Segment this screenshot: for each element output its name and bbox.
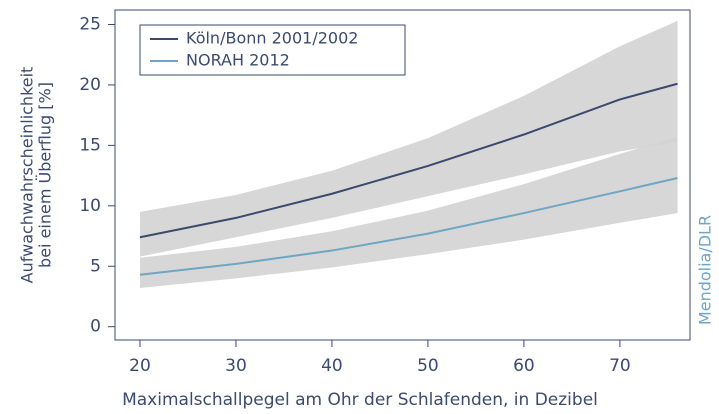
confidence-band xyxy=(139,20,678,257)
line xyxy=(139,177,678,276)
y-axis-label: Aufwachwahrscheinlichkeit xyxy=(18,67,37,284)
legend-box xyxy=(139,24,406,76)
line xyxy=(139,82,678,239)
y-axis-label: bei einem Überflug [%] xyxy=(36,82,55,268)
y-tick-label: 0 xyxy=(90,317,101,337)
x-tick-label: 70 xyxy=(609,356,631,376)
x-tick-label: 30 xyxy=(225,356,247,376)
y-tick-label: 5 xyxy=(90,256,101,276)
y-tick-label: 25 xyxy=(79,15,101,35)
x-tick-label: 40 xyxy=(321,356,343,376)
x-axis-label: Maximalschallpegel am Ohr der Schlafende… xyxy=(122,390,598,410)
confidence-band xyxy=(139,136,678,289)
x-tick-label: 20 xyxy=(129,356,151,376)
y-tick-label: 20 xyxy=(79,75,101,95)
y-tick-label: 10 xyxy=(79,196,101,216)
legend-label: Köln/Bonn 2001/2002 xyxy=(186,29,358,48)
y-tick-label: 15 xyxy=(79,135,101,155)
plot-frame xyxy=(114,9,691,341)
legend-label: NORAH 2012 xyxy=(186,51,290,70)
x-tick-label: 60 xyxy=(513,356,535,376)
source: Mendolia/DLR xyxy=(696,215,715,325)
x-tick-label: 50 xyxy=(417,356,439,376)
